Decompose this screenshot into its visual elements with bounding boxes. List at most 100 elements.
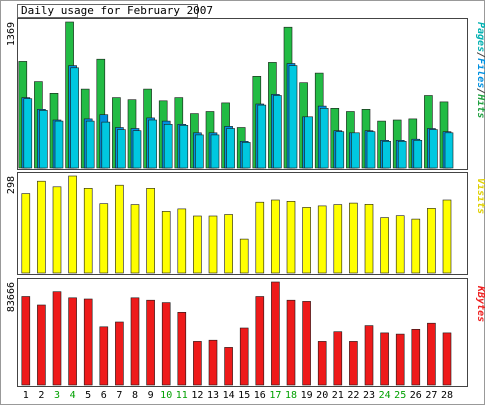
bar-pages-15 — [241, 142, 251, 169]
x-tick-label-7: 7 — [116, 390, 122, 401]
bar-visits-21 — [333, 204, 343, 274]
bar-pages-10 — [163, 124, 173, 169]
bar-pages-14 — [226, 128, 235, 169]
bar-pages-5 — [85, 120, 95, 169]
bar-visits-19 — [302, 207, 311, 274]
x-tick-label-6: 6 — [101, 390, 107, 401]
x-tick-label-9: 9 — [148, 390, 154, 401]
bar-visits-16 — [255, 201, 265, 274]
x-tick-label-16: 16 — [254, 390, 266, 401]
bar-visits-26 — [411, 218, 421, 274]
visits-ymax-label: 298 — [6, 176, 17, 194]
bar-kbytes-26 — [411, 328, 421, 386]
bar-kbytes-18 — [286, 299, 296, 386]
bar-pages-7 — [117, 129, 126, 169]
bar-kbytes-8 — [130, 297, 140, 386]
x-tick-label-28: 28 — [441, 390, 453, 401]
bar-kbytes-7 — [115, 321, 124, 386]
bar-pages-8 — [132, 130, 142, 169]
bar-pages-11 — [179, 125, 189, 169]
x-tick-label-5: 5 — [85, 390, 91, 401]
bar-kbytes-13 — [208, 339, 218, 386]
x-tick-label-14: 14 — [223, 390, 235, 401]
bar-kbytes-6 — [99, 326, 109, 386]
bar-pages-12 — [195, 134, 204, 169]
x-tick-label-22: 22 — [347, 390, 359, 401]
x-axis-labels: 1 2 3 4 5 6 7 8 9 10 11 12 13 14 15 16 17 18 19 20 21 22 23 24 2… — [23, 390, 453, 401]
bar-pages-23 — [366, 131, 376, 169]
legend-sep-1: / — [475, 52, 485, 58]
bar-kbytes-21 — [333, 331, 343, 386]
bar-visits-2 — [37, 180, 46, 274]
visits-legend: Visits — [475, 178, 485, 214]
bar-pages-25 — [397, 141, 407, 169]
bar-kbytes-2 — [37, 304, 46, 386]
bar-kbytes-27 — [427, 322, 436, 386]
legend-visits: Visits — [475, 178, 485, 214]
bar-kbytes-1 — [21, 296, 31, 386]
bar-visits-18 — [286, 201, 296, 274]
x-tick-label-23: 23 — [363, 390, 375, 401]
kbytes-legend: KBytes — [475, 285, 485, 322]
bar-kbytes-22 — [349, 341, 358, 386]
bar-visits-3 — [52, 186, 62, 274]
bar-kbytes-25 — [395, 333, 405, 386]
bar-kbytes-12 — [193, 341, 202, 386]
x-tick-label-11: 11 — [176, 390, 188, 401]
bar-pages-19 — [304, 116, 313, 169]
x-tick-label-13: 13 — [207, 390, 219, 401]
bar-visits-11 — [177, 208, 187, 274]
title-box — [17, 4, 198, 18]
bar-visits-7 — [115, 184, 124, 274]
bars-layer — [18, 21, 454, 386]
bar-kbytes-9 — [146, 299, 155, 386]
bar-visits-17 — [271, 199, 280, 274]
bar-pages-3 — [54, 120, 64, 169]
bar-kbytes-11 — [177, 311, 187, 386]
bar-visits-14 — [224, 214, 233, 274]
bar-visits-25 — [395, 215, 405, 274]
bar-pages-13 — [210, 134, 220, 169]
bar-kbytes-3 — [52, 291, 62, 386]
bar-pages-28 — [444, 132, 454, 169]
bar-visits-13 — [208, 215, 218, 274]
bar-pages-18 — [288, 65, 298, 169]
bar-visits-4 — [68, 175, 77, 274]
bar-pages-17 — [273, 95, 282, 169]
x-tick-label-25: 25 — [394, 390, 406, 401]
x-tick-label-18: 18 — [285, 390, 297, 401]
bar-visits-12 — [193, 215, 202, 274]
legend-pages: Pages — [475, 22, 485, 52]
x-tick-label-1: 1 — [23, 390, 29, 401]
bar-kbytes-4 — [68, 297, 77, 386]
x-tick-label-10: 10 — [160, 390, 172, 401]
bar-kbytes-28 — [442, 332, 452, 386]
bar-kbytes-23 — [364, 325, 374, 386]
x-tick-label-8: 8 — [132, 390, 138, 401]
legend-kbytes: KBytes — [475, 285, 485, 322]
bar-pages-1 — [23, 98, 33, 169]
x-tick-label-3: 3 — [54, 390, 60, 401]
hits-ymax-label: 1369 — [6, 22, 17, 46]
bar-visits-28 — [442, 199, 452, 274]
bar-pages-22 — [351, 132, 360, 169]
bar-kbytes-19 — [302, 301, 311, 386]
bar-kbytes-17 — [271, 281, 280, 386]
x-tick-label-12: 12 — [191, 390, 203, 401]
bar-visits-15 — [239, 238, 249, 274]
bar-visits-20 — [317, 205, 327, 274]
bar-pages-4 — [70, 67, 79, 169]
x-tick-label-24: 24 — [379, 390, 391, 401]
bar-pages-9 — [148, 119, 157, 169]
bar-visits-10 — [161, 211, 171, 274]
bar-kbytes-15 — [239, 327, 249, 386]
x-tick-label-26: 26 — [410, 390, 422, 401]
kbytes-ymax-label: 83666 — [6, 282, 17, 312]
x-tick-label-2: 2 — [38, 390, 44, 401]
legend-hits: Hits — [475, 93, 485, 118]
x-tick-label-27: 27 — [425, 390, 437, 401]
bar-visits-5 — [83, 188, 93, 274]
bar-visits-24 — [380, 217, 389, 274]
hits-legend: Pages/Files/Hits — [475, 22, 485, 118]
